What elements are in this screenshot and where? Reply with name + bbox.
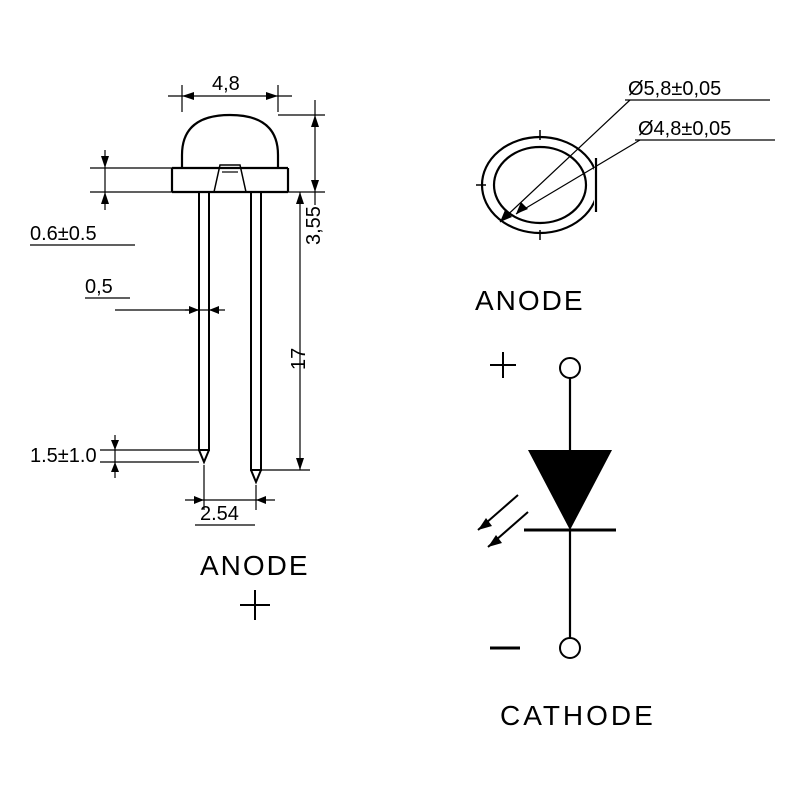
dim-dome-width-text: 4,8: [212, 73, 240, 95]
dim-lead-spacing-text: 2.54: [200, 503, 239, 525]
dim-outer-dia-text: Ø5,8±0,05: [628, 78, 721, 100]
dim-lead-tip-text: 1.5±1.0: [30, 445, 97, 467]
anode-label-right-text: ANODE: [475, 285, 585, 316]
dim-lead-thickness-text: 0,5: [85, 276, 113, 298]
anode-label-right: ANODE: [475, 285, 585, 316]
dim-inner-dia: Ø4,8±0,05: [516, 118, 775, 214]
dim-outer-dia: Ø5,8±0,05: [500, 78, 770, 222]
led-symbol: [478, 352, 616, 658]
anode-label-left: ANODE: [200, 550, 310, 620]
dim-inner-dia-text: Ø4,8±0,05: [638, 118, 731, 140]
led-top-view: [476, 130, 606, 240]
dim-lead-length-text: 17: [288, 348, 310, 370]
light-arrows: [478, 495, 528, 547]
dim-dome-width: 4,8: [168, 73, 292, 112]
led-side-view: [172, 115, 288, 482]
dim-flange-text: 0.6±0.5: [30, 223, 97, 245]
dim-body-height: 3,55: [278, 100, 325, 245]
dim-lead-tip: 1.5±1.0: [30, 435, 199, 478]
anode-label-left-text: ANODE: [200, 550, 310, 581]
dim-body-height-text: 3,55: [303, 206, 325, 245]
dim-lead-thickness: 0,5: [85, 276, 225, 314]
dim-flange: 0.6±0.5: [30, 150, 172, 245]
dim-lead-spacing: 2.54: [185, 465, 275, 525]
diagram-canvas: 4,8 0.6±0.5 0,5 1.5±1.0: [0, 0, 800, 800]
cathode-label: CATHODE: [500, 700, 656, 731]
